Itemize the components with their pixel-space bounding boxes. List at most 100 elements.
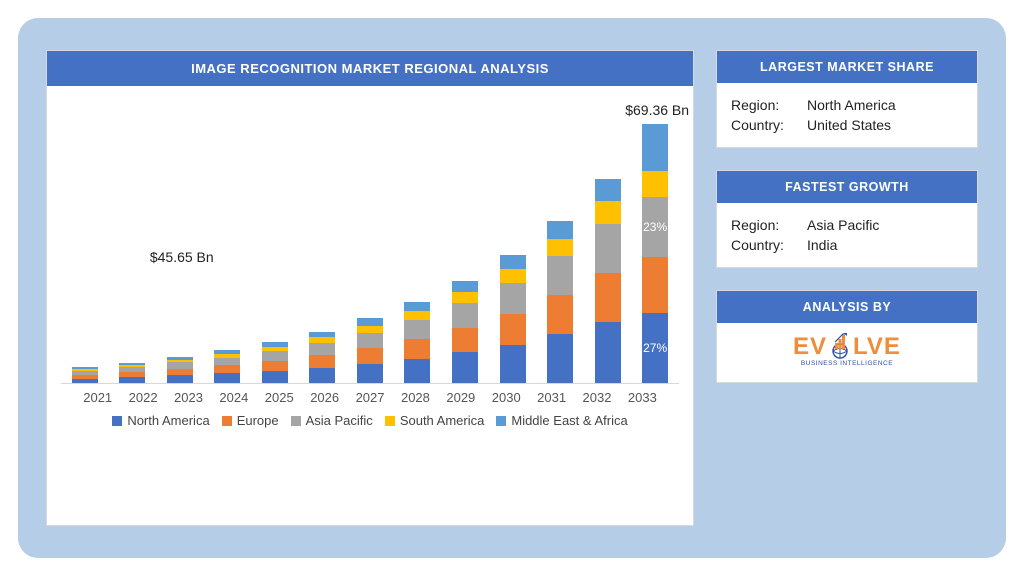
bar-stack bbox=[262, 342, 288, 383]
bar-segment bbox=[357, 364, 383, 383]
dashboard-container: IMAGE RECOGNITION MARKET REGIONAL ANALYS… bbox=[18, 18, 1006, 558]
bar-column bbox=[109, 363, 157, 383]
bar-segment bbox=[642, 171, 668, 197]
card-body: Region: Asia Pacific Country: India bbox=[717, 203, 977, 267]
legend-swatch bbox=[112, 416, 122, 426]
x-tick-label: 2023 bbox=[166, 390, 211, 405]
x-tick-label: 2031 bbox=[529, 390, 574, 405]
x-tick-label: 2025 bbox=[257, 390, 302, 405]
chart-title: IMAGE RECOGNITION MARKET REGIONAL ANALYS… bbox=[47, 51, 693, 86]
value: Asia Pacific bbox=[807, 217, 879, 233]
bar-column bbox=[536, 221, 584, 383]
bar-segment bbox=[595, 322, 621, 383]
in-bar-label: 23% bbox=[643, 220, 667, 234]
globe-bars-icon bbox=[829, 333, 851, 359]
legend-label: Europe bbox=[237, 413, 279, 428]
bar-segment bbox=[500, 314, 526, 345]
bar-stack bbox=[72, 367, 98, 383]
brand-logo-text: EV LVE bbox=[793, 333, 901, 359]
bar-segment bbox=[595, 273, 621, 322]
bar-segment bbox=[72, 367, 98, 369]
bar-segment bbox=[547, 256, 573, 295]
callout-label: $69.36 Bn bbox=[625, 102, 689, 118]
card-title: LARGEST MARKET SHARE bbox=[717, 51, 977, 83]
legend-item: Asia Pacific bbox=[291, 413, 373, 428]
bar-segment bbox=[595, 201, 621, 223]
bar-segment bbox=[119, 377, 145, 383]
bar-segment bbox=[500, 345, 526, 383]
brand-logo: EV LVE bbox=[793, 333, 901, 368]
x-tick-label: 2029 bbox=[438, 390, 483, 405]
label: Country: bbox=[731, 237, 799, 253]
x-tick-label: 2026 bbox=[302, 390, 347, 405]
info-row: Country: United States bbox=[731, 115, 963, 135]
bar-segment bbox=[309, 343, 335, 355]
bar-segment bbox=[452, 281, 478, 292]
legend-swatch bbox=[291, 416, 301, 426]
x-tick-label: 2021 bbox=[75, 390, 120, 405]
callout-label: $45.65 Bn bbox=[150, 249, 214, 265]
bar-segment bbox=[214, 358, 240, 366]
x-axis-labels: 2021202220232024202520262027202820292030… bbox=[61, 384, 679, 405]
chart-panel: IMAGE RECOGNITION MARKET REGIONAL ANALYS… bbox=[46, 50, 694, 526]
card-title: FASTEST GROWTH bbox=[717, 171, 977, 203]
bar-stack bbox=[500, 255, 526, 383]
bar-segment bbox=[167, 362, 193, 368]
legend-swatch bbox=[496, 416, 506, 426]
bar-segment bbox=[452, 328, 478, 353]
bar-column bbox=[584, 179, 632, 383]
bar-segment bbox=[167, 369, 193, 375]
legend-item: North America bbox=[112, 413, 209, 428]
bar-segment bbox=[595, 179, 621, 201]
bar-segment bbox=[547, 295, 573, 334]
bar-segment bbox=[262, 371, 288, 383]
bar-segment bbox=[72, 379, 98, 383]
bar-segment bbox=[309, 332, 335, 338]
bar-segment bbox=[214, 354, 240, 358]
bar-segment bbox=[595, 224, 621, 273]
bar-column bbox=[61, 367, 109, 383]
x-tick-label: 2032 bbox=[574, 390, 619, 405]
bar-column: 23%27% bbox=[631, 124, 679, 383]
bar-segment bbox=[119, 367, 145, 372]
bar-segment bbox=[404, 302, 430, 311]
bar-stack bbox=[119, 363, 145, 383]
bar-segment bbox=[167, 357, 193, 360]
x-tick-label: 2030 bbox=[484, 390, 529, 405]
bar-segment bbox=[167, 375, 193, 383]
bar-segment bbox=[357, 333, 383, 348]
bar-segment bbox=[642, 124, 668, 171]
x-tick-label: 2033 bbox=[620, 390, 665, 405]
bar-segment bbox=[309, 355, 335, 367]
bar-column bbox=[156, 357, 204, 383]
bar-stack bbox=[404, 302, 430, 383]
brand-subtitle: BUSINESS INTELLIGENCE bbox=[801, 361, 893, 368]
chart-body: 23%27% $45.65 Bn $69.36 Bn 202120222023202… bbox=[47, 86, 693, 525]
bar-stack bbox=[547, 221, 573, 383]
bar-segment bbox=[547, 239, 573, 257]
label: Region: bbox=[731, 217, 799, 233]
bar-segment bbox=[404, 339, 430, 358]
bar-segment bbox=[214, 365, 240, 373]
bar-segment bbox=[262, 347, 288, 351]
label: Country: bbox=[731, 117, 799, 133]
legend-label: Asia Pacific bbox=[306, 413, 373, 428]
value: India bbox=[807, 237, 837, 253]
bar-stack bbox=[452, 281, 478, 383]
bar-stack bbox=[167, 357, 193, 383]
legend-label: Middle East & Africa bbox=[511, 413, 627, 428]
brand-text-right: LVE bbox=[853, 335, 901, 359]
bar-segment bbox=[452, 352, 478, 383]
bar-segment bbox=[500, 269, 526, 283]
value: North America bbox=[807, 97, 896, 113]
info-row: Region: Asia Pacific bbox=[731, 215, 963, 235]
plot-area: 23%27%$45.65 Bn$69.36 Bn bbox=[61, 104, 679, 384]
bar-column bbox=[394, 302, 442, 383]
bar-segment bbox=[167, 360, 193, 363]
legend-item: Europe bbox=[222, 413, 279, 428]
side-column: LARGEST MARKET SHARE Region: North Ameri… bbox=[716, 50, 978, 526]
bar-segment bbox=[357, 318, 383, 325]
bar-segment bbox=[357, 326, 383, 333]
bar-column bbox=[204, 350, 252, 383]
bar-segment bbox=[72, 375, 98, 379]
